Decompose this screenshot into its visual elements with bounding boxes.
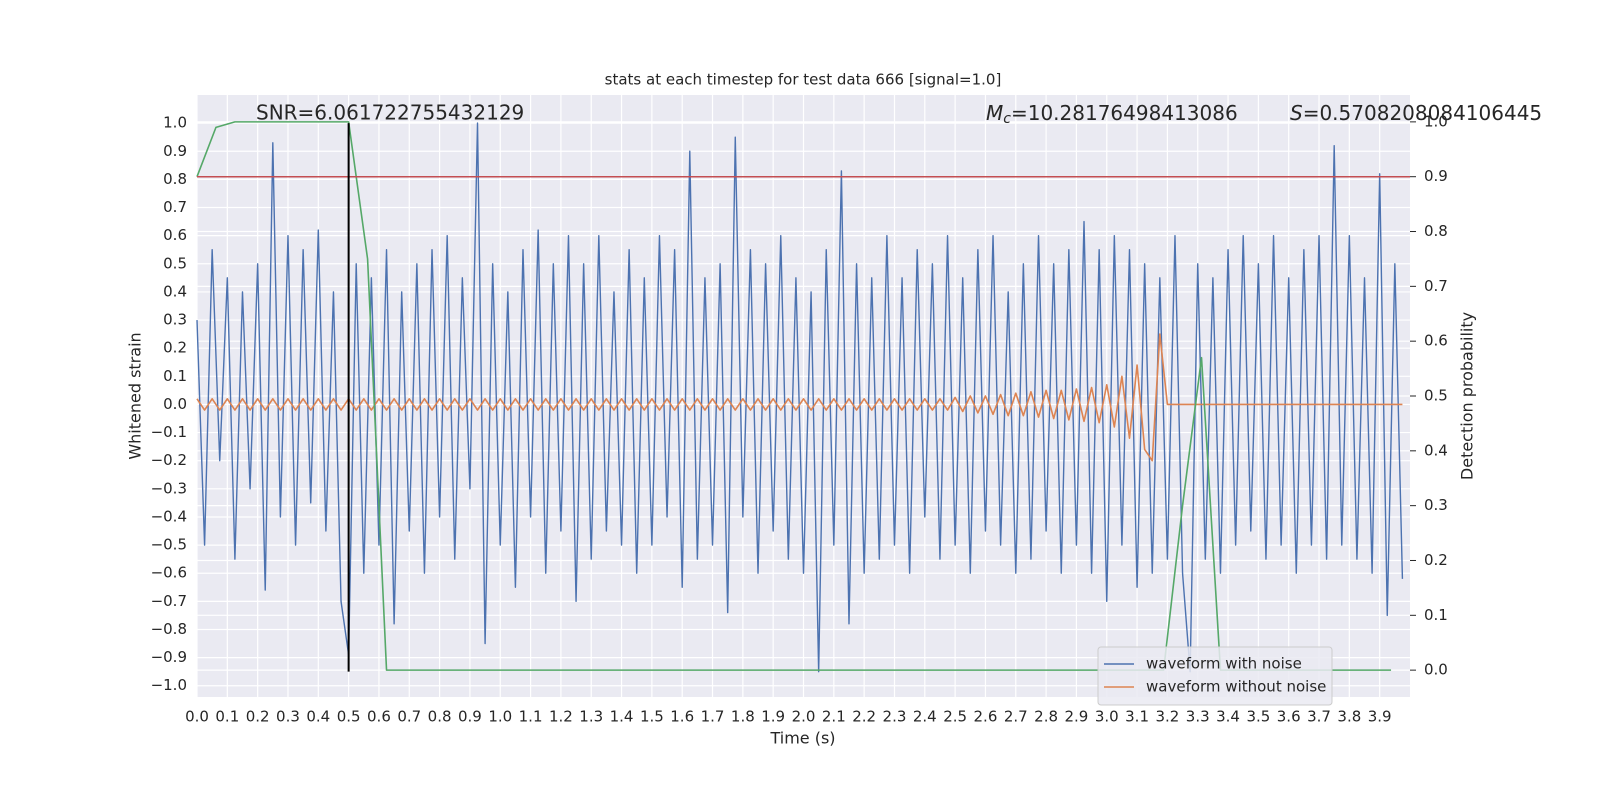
x-tick-label: 2.6: [974, 708, 998, 726]
x-tick-label: 3.1: [1125, 708, 1149, 726]
x-tick-label: 1.1: [519, 708, 543, 726]
annotation-symbol: M: [986, 101, 1003, 125]
x-tick-label: 3.9: [1368, 708, 1392, 726]
y-tick-label: −1.0: [151, 676, 187, 694]
annotation-subscript: c: [1003, 111, 1011, 127]
y2-tick-label: 0.4: [1424, 441, 1448, 459]
y-tick-label: 0.6: [163, 226, 187, 244]
y-tick-label: 0.8: [163, 170, 187, 188]
series-line: [196, 121, 1392, 671]
x-tick-label: 1.2: [549, 708, 573, 726]
x-tick-label: 2.2: [852, 708, 876, 726]
y-tick-label: −0.7: [151, 592, 187, 610]
legend-label: waveform without noise: [1146, 678, 1326, 696]
y-tick-label: −0.1: [151, 423, 187, 441]
y-tick-label: −0.9: [151, 648, 187, 666]
annotation-value: =0.5708208084106445: [1303, 101, 1542, 125]
y-tick-label: −0.3: [151, 479, 187, 497]
y2-tick-label: 0.5: [1424, 387, 1448, 405]
x-tick-label: 3.2: [1155, 708, 1179, 726]
grid: [196, 95, 1410, 697]
x-tick-label: 0.8: [428, 708, 452, 726]
x-tick-label: 0.0: [185, 708, 209, 726]
annotation-symbol: S: [1290, 101, 1303, 125]
x-tick-label: 3.8: [1337, 708, 1361, 726]
series-line: [196, 333, 1403, 462]
x-tick-label: 0.4: [306, 708, 330, 726]
y-tick-label: 0.7: [163, 198, 187, 216]
x-tick-label: 2.0: [792, 708, 816, 726]
x-tick-label: 1.4: [610, 708, 634, 726]
x-tick-label: 1.7: [701, 708, 725, 726]
y-tick-label: −0.2: [151, 451, 187, 469]
y-tick-label: 0.3: [163, 311, 187, 329]
x-tick-label: 0.7: [397, 708, 421, 726]
y-tick-label: 1.0: [163, 114, 187, 132]
x-tick-label: 3.5: [1246, 708, 1270, 726]
annotation: Mc=10.28176498413086: [986, 101, 1238, 128]
x-tick-label: 3.7: [1307, 708, 1331, 726]
x-tick-label: 3.3: [1186, 708, 1210, 726]
x-tick-label: 0.2: [246, 708, 270, 726]
y2-tick-label: 1.0: [1424, 112, 1448, 130]
y-tick-label: 0.1: [163, 367, 187, 385]
y2-tick-label: 0.7: [1424, 277, 1448, 295]
x-tick-label: 0.5: [337, 708, 361, 726]
y2-tick-label: 0.9: [1424, 167, 1448, 185]
annotation: SNR=6.061722755432129: [256, 101, 524, 125]
y2-tick-label: 0.0: [1424, 661, 1448, 679]
x-tick-label: 2.9: [1064, 708, 1088, 726]
y2-tick-label: 0.2: [1424, 551, 1448, 569]
y-tick-label: 0.9: [163, 142, 187, 160]
x-tick-label: 2.4: [913, 708, 937, 726]
y-axis-label: Whitened strain: [126, 332, 145, 459]
y2-tick-label: 0.6: [1424, 332, 1448, 350]
x-tick-label: 1.9: [761, 708, 785, 726]
x-tick-label: 2.5: [943, 708, 967, 726]
x-tick-label: 2.8: [1034, 708, 1058, 726]
y-tick-label: 0.2: [163, 339, 187, 357]
series-line: [196, 122, 1404, 673]
x-tick-label: 0.1: [215, 708, 239, 726]
x-tick-label: 1.6: [670, 708, 694, 726]
y-tick-label: −0.6: [151, 564, 187, 582]
y-tick-label: 0.4: [163, 282, 187, 300]
y2-tick-label: 0.1: [1424, 606, 1448, 624]
x-tick-label: 3.0: [1095, 708, 1119, 726]
x-tick-label: 2.1: [822, 708, 846, 726]
x-axis-label: Time (s): [769, 729, 835, 748]
x-tick-label: 1.8: [731, 708, 755, 726]
x-tick-label: 3.4: [1216, 708, 1240, 726]
x-tick-label: 0.3: [276, 708, 300, 726]
annotation-value: =10.28176498413086: [1011, 101, 1238, 125]
y2-tick-label: 0.8: [1424, 222, 1448, 240]
x-tick-label: 1.3: [579, 708, 603, 726]
x-tick-label: 2.7: [1004, 708, 1028, 726]
y-tick-label: 0.5: [163, 254, 187, 272]
x-tick-label: 1.0: [488, 708, 512, 726]
y-tick-label: −0.8: [151, 620, 187, 638]
legend-box: [1097, 646, 1333, 706]
x-tick-label: 0.9: [458, 708, 482, 726]
x-tick-label: 0.6: [367, 708, 391, 726]
legend-label: waveform with noise: [1146, 655, 1302, 673]
y-tick-label: −0.5: [151, 536, 187, 554]
x-tick-label: 2.3: [883, 708, 907, 726]
annotation: S=0.5708208084106445: [1290, 101, 1542, 125]
y-tick-label: −0.4: [151, 507, 187, 525]
x-tick-label: 3.6: [1277, 708, 1301, 726]
y-tick-label: 0.0: [163, 395, 187, 413]
y2-tick-label: 0.3: [1424, 496, 1448, 514]
y2-axis-label: Detection probability: [1458, 312, 1477, 480]
x-tick-label: 1.5: [640, 708, 664, 726]
chart-title: stats at each timestep for test data 666…: [605, 71, 1002, 89]
